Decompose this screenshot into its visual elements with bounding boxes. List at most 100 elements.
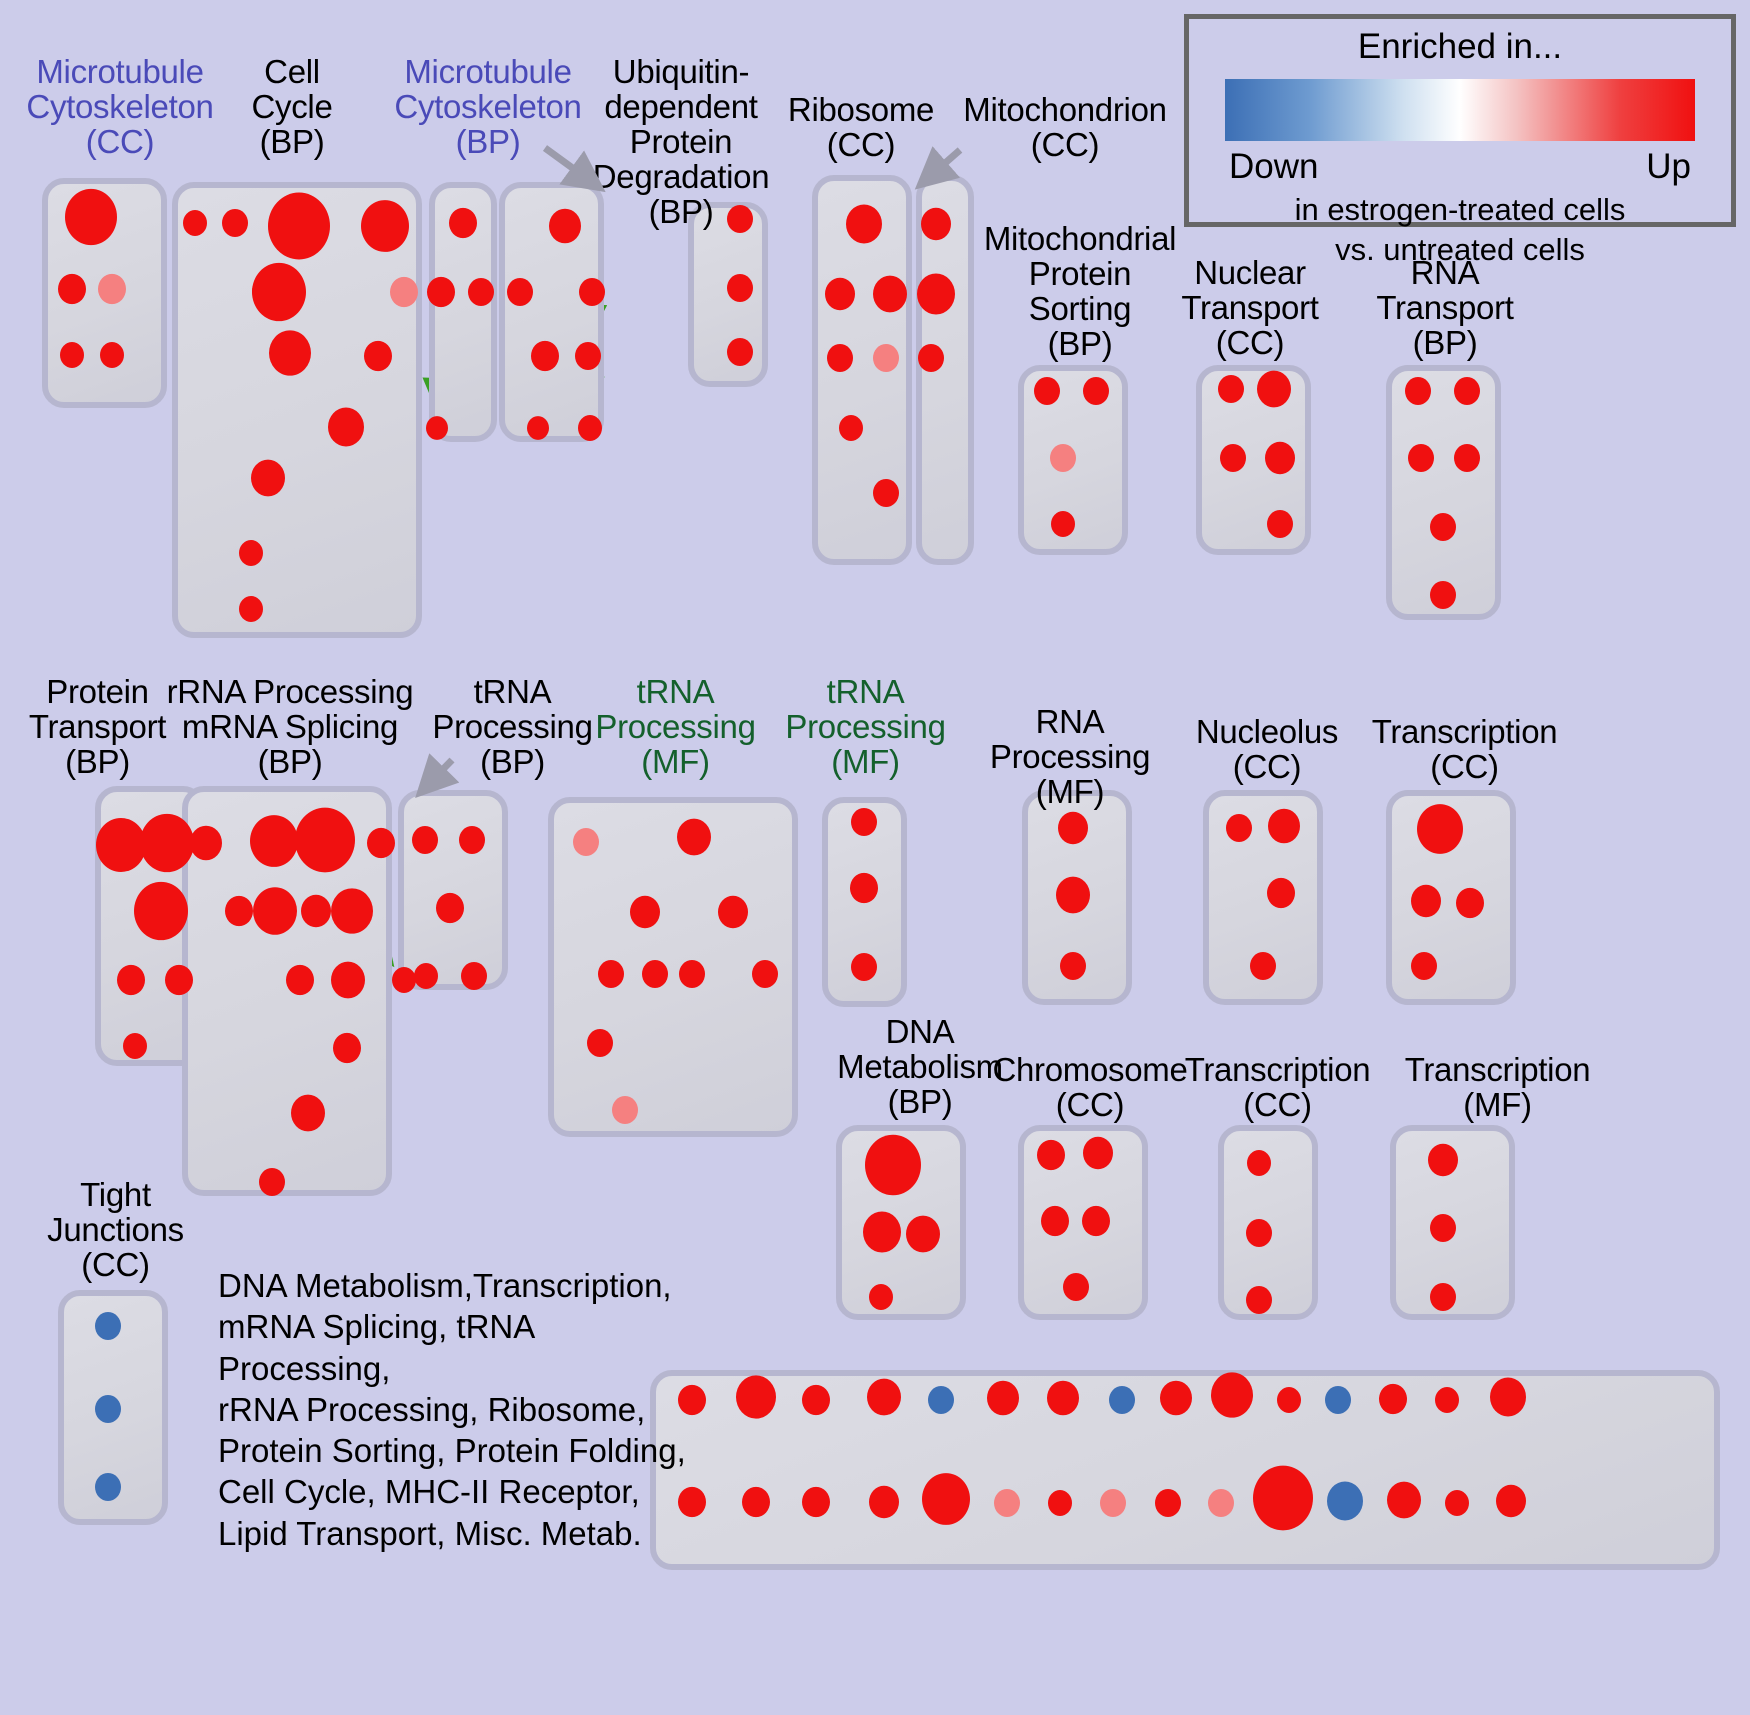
network-node[interactable] [1327, 1481, 1363, 1521]
network-node[interactable] [869, 1485, 899, 1519]
network-node[interactable] [1490, 1377, 1526, 1417]
network-node[interactable] [134, 881, 188, 941]
network-node[interactable] [678, 1486, 706, 1518]
network-node[interactable] [1220, 443, 1246, 473]
network-node[interactable] [367, 827, 395, 859]
network-node[interactable] [1083, 1136, 1113, 1170]
network-node[interactable] [461, 961, 487, 991]
network-node[interactable] [468, 277, 494, 307]
network-node[interactable] [869, 1284, 893, 1310]
network-node[interactable] [1430, 512, 1456, 542]
network-node[interactable] [1428, 1143, 1458, 1177]
network-node[interactable] [549, 208, 581, 244]
network-node[interactable] [1408, 443, 1434, 473]
network-node[interactable] [123, 1033, 147, 1059]
network-node[interactable] [301, 894, 331, 928]
network-node[interactable] [531, 340, 559, 372]
network-node[interactable] [1048, 1490, 1072, 1516]
network-node[interactable] [839, 415, 863, 441]
network-node[interactable] [1435, 1387, 1459, 1413]
network-node[interactable] [863, 1211, 901, 1253]
network-node[interactable] [392, 967, 416, 993]
network-node[interactable] [412, 825, 438, 855]
network-node[interactable] [678, 1384, 706, 1416]
network-node[interactable] [1387, 1481, 1421, 1519]
network-node[interactable] [1430, 1213, 1456, 1243]
network-node[interactable] [449, 207, 477, 239]
network-node[interactable] [183, 210, 207, 236]
network-node[interactable] [873, 478, 899, 508]
network-node[interactable] [873, 275, 907, 313]
network-node[interactable] [427, 276, 455, 308]
network-node[interactable] [1250, 951, 1276, 981]
network-node[interactable] [1211, 1372, 1253, 1418]
network-node[interactable] [1405, 376, 1431, 406]
network-node[interactable] [140, 813, 194, 873]
network-node[interactable] [1445, 1490, 1469, 1516]
network-node[interactable] [1267, 877, 1295, 909]
network-node[interactable] [1417, 804, 1463, 854]
network-node[interactable] [1109, 1385, 1135, 1415]
network-node[interactable] [1058, 811, 1088, 845]
network-node[interactable] [1034, 376, 1060, 406]
network-node[interactable] [1277, 1387, 1301, 1413]
network-node[interactable] [239, 596, 263, 622]
network-node[interactable] [95, 1472, 121, 1502]
network-node[interactable] [1325, 1385, 1351, 1415]
network-node[interactable] [1454, 443, 1480, 473]
network-node[interactable] [727, 273, 753, 303]
network-node[interactable] [60, 342, 84, 368]
network-node[interactable] [291, 1094, 325, 1132]
network-node[interactable] [328, 407, 364, 447]
network-node[interactable] [850, 872, 878, 904]
network-node[interactable] [825, 277, 855, 311]
network-node[interactable] [742, 1486, 770, 1518]
network-node[interactable] [1411, 951, 1437, 981]
network-node[interactable] [867, 1378, 901, 1416]
network-node[interactable] [718, 895, 748, 929]
network-node[interactable] [1430, 1282, 1456, 1312]
network-node[interactable] [906, 1215, 940, 1253]
cluster-panel-ubiquitin-sub[interactable] [688, 202, 768, 387]
network-node[interactable] [727, 204, 753, 234]
network-node[interactable] [65, 188, 117, 246]
network-node[interactable] [165, 964, 193, 996]
network-node[interactable] [1411, 884, 1441, 918]
network-node[interactable] [802, 1486, 830, 1518]
network-node[interactable] [1082, 1205, 1110, 1237]
network-node[interactable] [239, 540, 263, 566]
network-node[interactable] [390, 276, 418, 308]
network-node[interactable] [1246, 1285, 1272, 1315]
network-node[interactable] [851, 807, 877, 837]
network-node[interactable] [598, 959, 624, 989]
network-node[interactable] [1047, 1380, 1079, 1416]
network-node[interactable] [459, 825, 485, 855]
network-node[interactable] [865, 1134, 921, 1196]
network-node[interactable] [250, 815, 298, 867]
network-node[interactable] [190, 825, 222, 861]
network-node[interactable] [95, 1394, 121, 1424]
network-node[interactable] [98, 273, 126, 305]
network-node[interactable] [253, 887, 297, 935]
network-node[interactable] [58, 273, 86, 305]
network-node[interactable] [414, 963, 438, 989]
network-node[interactable] [573, 827, 599, 857]
network-node[interactable] [268, 192, 330, 260]
network-node[interactable] [436, 892, 464, 924]
network-node[interactable] [827, 343, 853, 373]
network-node[interactable] [727, 337, 753, 367]
network-node[interactable] [1267, 509, 1293, 539]
network-node[interactable] [1454, 376, 1480, 406]
network-node[interactable] [1218, 374, 1244, 404]
network-node[interactable] [222, 208, 248, 238]
network-node[interactable] [331, 961, 365, 999]
network-node[interactable] [1060, 951, 1086, 981]
network-node[interactable] [1253, 1465, 1313, 1531]
network-node[interactable] [331, 888, 373, 934]
network-node[interactable] [587, 1028, 613, 1058]
network-node[interactable] [1056, 876, 1090, 914]
cluster-panel-rna-transport-bp[interactable] [1386, 365, 1501, 620]
network-node[interactable] [1268, 808, 1300, 844]
network-node[interactable] [100, 342, 124, 368]
network-node[interactable] [579, 277, 605, 307]
